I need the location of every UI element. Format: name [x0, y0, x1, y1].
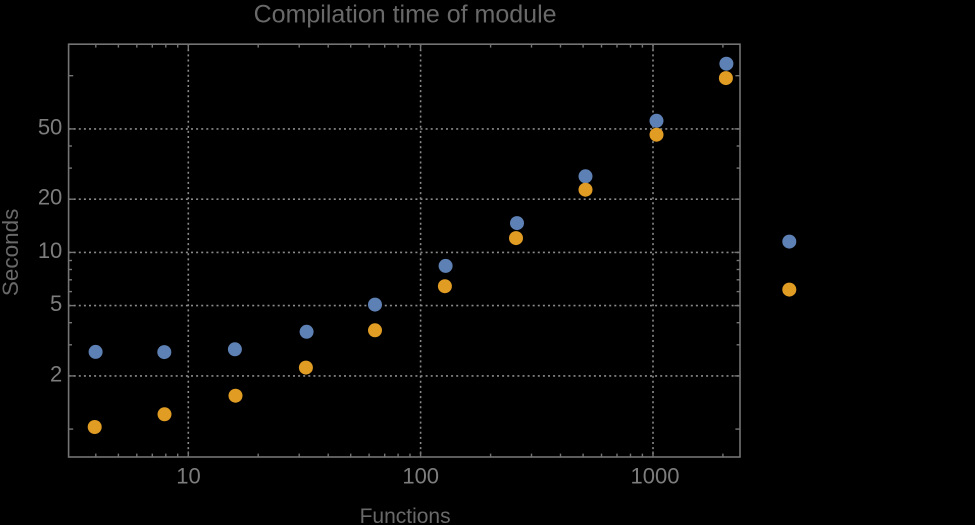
svg-text:Compilation time of module: Compilation time of module	[254, 1, 557, 29]
svg-text:10: 10	[38, 238, 62, 263]
svg-text:1000: 1000	[631, 464, 680, 489]
svg-text:10: 10	[176, 464, 200, 489]
svg-text:20: 20	[38, 185, 62, 210]
svg-text:5: 5	[50, 291, 62, 316]
svg-text:50: 50	[38, 114, 62, 139]
svg-text:2: 2	[50, 361, 62, 386]
svg-text:Seconds: Seconds	[0, 209, 23, 297]
svg-text:Functions: Functions	[360, 505, 451, 525]
svg-text:100: 100	[402, 464, 439, 489]
